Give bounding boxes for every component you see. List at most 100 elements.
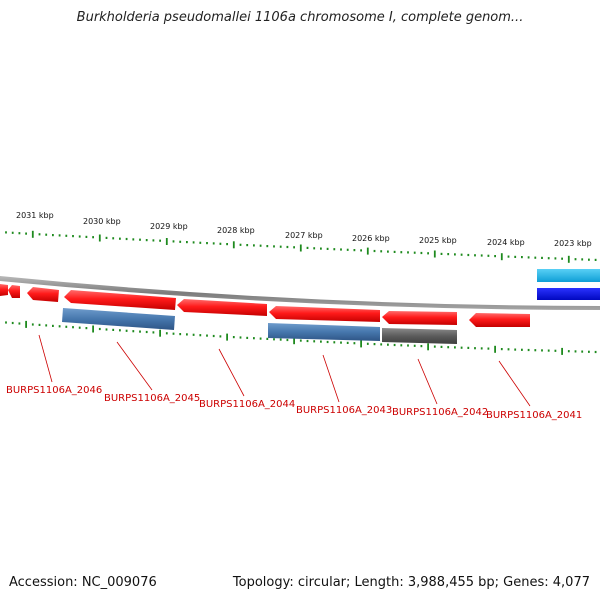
scale-tick: [38, 323, 41, 326]
blue-feature-2045[interactable]: [62, 308, 175, 330]
gene-label-2045[interactable]: BURPS1106A_2045: [104, 393, 200, 404]
scale-tick: [186, 333, 188, 336]
scale-tick: [353, 249, 356, 252]
scale-tick: [38, 233, 41, 236]
scale-tick: [507, 348, 510, 351]
accession-text: Accession: NC_009076: [9, 575, 157, 590]
scale-tick: [273, 245, 275, 248]
scale-tick: [293, 246, 295, 249]
scale-label-2026: 2026 kbp: [352, 234, 390, 243]
scale-tick: [139, 238, 141, 241]
scale-tick: [494, 345, 496, 353]
scale-tick: [199, 334, 202, 337]
scale-tick: [172, 240, 175, 243]
blue-feature-track[interactable]: [537, 288, 600, 300]
scale-tick: [333, 341, 336, 344]
scale-tick: [152, 331, 155, 334]
scale-tick: [92, 325, 94, 333]
scale-tick: [25, 232, 27, 235]
scale-tick: [18, 322, 21, 325]
scale-tick: [373, 343, 376, 346]
gene-labels: BURPS1106A_2046 BURPS1106A_2045 BURPS110…: [6, 385, 582, 421]
gene-arrow-2043[interactable]: [269, 306, 380, 322]
scale-tick: [58, 234, 61, 237]
scale-tick: [474, 254, 476, 257]
scale-tick: [139, 330, 141, 333]
scale-tick: [500, 253, 503, 261]
gene-label-2042[interactable]: BURPS1106A_2042: [392, 407, 488, 418]
cyan-feature-track[interactable]: [537, 269, 600, 282]
scale-tick: [393, 250, 396, 253]
scale-tick: [400, 344, 403, 347]
scale-tick: [480, 254, 483, 257]
scale-tick: [447, 253, 450, 256]
scale-tick: [320, 340, 322, 343]
scale-tick: [433, 250, 436, 258]
scale-tick: [246, 244, 249, 247]
scale-label-2030: 2030 kbp: [83, 217, 121, 226]
scale-tick: [85, 327, 88, 330]
scale-tick: [266, 337, 269, 340]
scale-tick: [594, 350, 597, 354]
scale-tick: [487, 347, 490, 350]
scale-tick: [574, 258, 577, 261]
scale-tick: [165, 238, 168, 245]
scale-tick: [253, 244, 255, 247]
gene-arrow-2041[interactable]: [469, 313, 530, 327]
scale-tick: [159, 239, 161, 242]
scale-tick: [567, 350, 570, 353]
scale-tick: [132, 238, 135, 241]
gene-label-2046[interactable]: BURPS1106A_2046: [6, 385, 102, 396]
scale-tick: [433, 345, 436, 348]
scale-tick: [521, 256, 523, 259]
scale-tick: [31, 230, 34, 238]
scale-tick: [360, 340, 362, 348]
scale-tick: [119, 237, 121, 240]
scale-label-2023: 2023 kbp: [554, 239, 592, 248]
scale-tick: [360, 249, 362, 252]
gene-arrow-2044[interactable]: [177, 299, 267, 316]
scale-tick: [98, 327, 101, 331]
gray-feature-2042[interactable]: [382, 328, 457, 344]
scale-tick: [179, 333, 182, 336]
scale-tick: [561, 347, 563, 355]
scale-tick: [534, 256, 537, 259]
gene-arrow-2042[interactable]: [382, 311, 457, 325]
scale-tick: [119, 329, 121, 332]
scale-tick: [561, 257, 563, 260]
scale-tick: [326, 340, 329, 344]
scale-tick: [474, 347, 476, 350]
scale-tick: [527, 348, 530, 352]
blue-feature-2043[interactable]: [268, 323, 380, 341]
gene-arrow-2045[interactable]: [64, 290, 176, 310]
scale-tick: [179, 240, 182, 243]
scale-tick: [413, 344, 416, 347]
gene-label-2041[interactable]: BURPS1106A_2041: [486, 410, 582, 421]
scale-tick: [5, 321, 7, 324]
scale-tick: [581, 258, 584, 261]
scale-tick: [192, 241, 195, 244]
scale-tick: [72, 235, 74, 238]
scale-tick: [65, 325, 68, 328]
scale-tick: [514, 348, 517, 351]
scale-tick: [366, 247, 369, 255]
scale-tick: [232, 241, 235, 249]
scale-tick: [45, 324, 48, 327]
gene-label-2043[interactable]: BURPS1106A_2043: [296, 405, 392, 416]
gene-label-2044[interactable]: BURPS1106A_2044: [199, 399, 295, 410]
scale-tick: [313, 247, 316, 250]
gene-arrow-2046[interactable]: [27, 287, 59, 302]
scale-tick: [206, 334, 208, 337]
scale-tick: [380, 250, 383, 253]
scale-label-2028: 2028 kbp: [217, 226, 255, 235]
scale-tick: [420, 345, 423, 348]
scale-tick: [172, 332, 175, 335]
scale-tick: [52, 324, 54, 327]
scale-tick: [407, 251, 409, 254]
scale-tick: [427, 252, 429, 255]
gene-arrow-partial-2[interactable]: [8, 285, 20, 298]
scale-tick: [11, 321, 14, 325]
gene-arrow-partial-1[interactable]: [0, 284, 8, 296]
